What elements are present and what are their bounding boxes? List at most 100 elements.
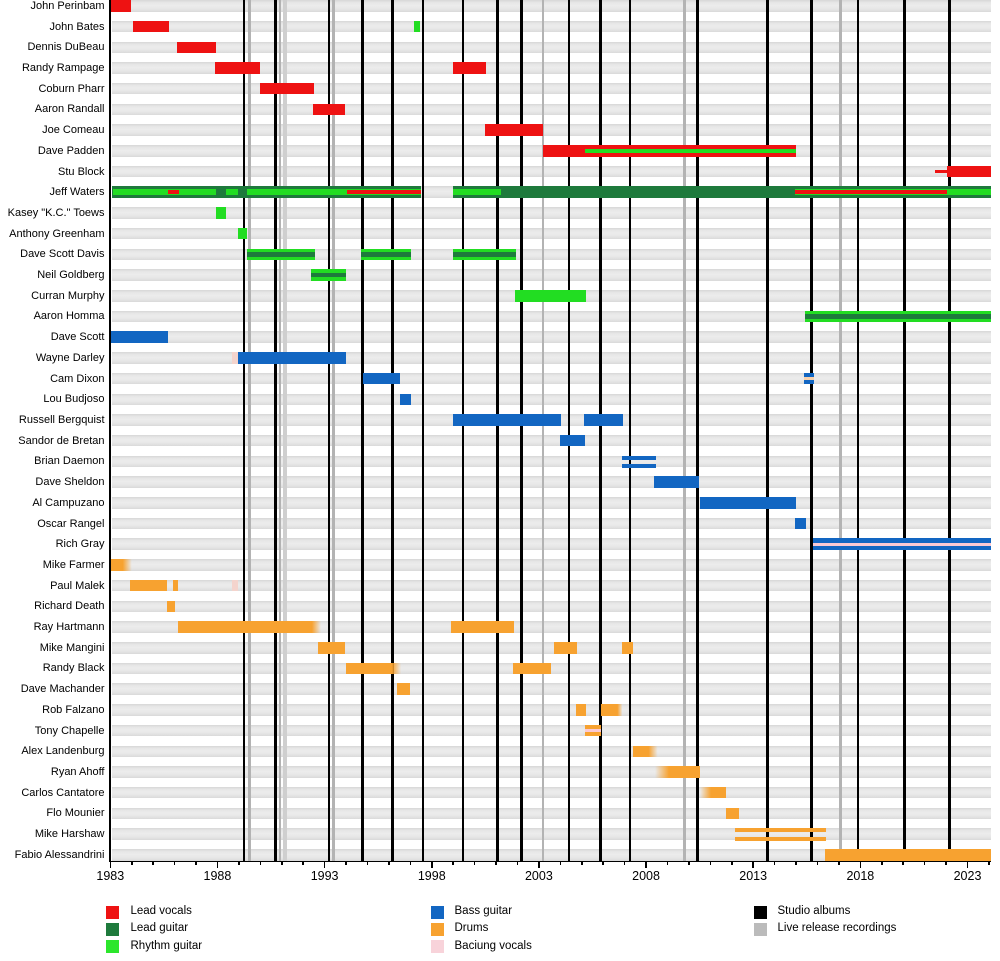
member-label: Rich Gray <box>55 538 105 551</box>
x-axis-minor-tick <box>580 862 583 866</box>
timeline-bar-rhythm-guitar <box>215 207 226 219</box>
row-band <box>111 331 991 343</box>
x-axis-minor-tick <box>366 862 369 866</box>
row-band <box>111 497 991 509</box>
live-recording-line <box>331 0 335 861</box>
timeline-bar-lead-vocals <box>259 82 314 95</box>
timeline-bar-lead-vocals <box>132 20 169 33</box>
member-label: Paul Malek <box>50 579 105 592</box>
timeline-bar-bass-guitar <box>653 476 699 488</box>
x-axis-minor-tick <box>988 862 990 866</box>
legend-swatch <box>106 940 119 954</box>
legend-label: Live release recordings <box>777 922 897 935</box>
x-axis-major-tick <box>109 862 112 868</box>
timeline-bar-bass-guitar <box>111 331 169 343</box>
member-label: Joe Comeau <box>42 124 105 137</box>
live-recording-line <box>248 0 251 861</box>
timeline-bar-lead-guitar <box>804 314 991 319</box>
row-band <box>111 621 991 633</box>
row-band <box>111 642 991 654</box>
timeline-bar-rhythm-guitar <box>413 20 420 33</box>
x-axis-minor-tick <box>516 862 519 866</box>
row-band <box>111 62 991 74</box>
x-axis-minor-tick <box>880 862 883 866</box>
legend-swatch <box>430 905 444 919</box>
member-label: Dave Machander <box>20 683 105 696</box>
row-band <box>111 538 991 550</box>
legend-swatch <box>106 922 119 936</box>
studio-album-line <box>421 0 425 861</box>
timeline-bar-drums <box>734 828 827 833</box>
x-axis-minor-tick <box>602 862 604 866</box>
legend-label: Lead guitar <box>130 922 189 935</box>
member-label: Aaron Randall <box>34 103 105 116</box>
x-axis-minor-tick <box>816 862 819 866</box>
x-axis-minor-tick <box>280 862 283 866</box>
member-label: Anthony Greenham <box>9 227 105 240</box>
legend-label: Rhythm guitar <box>130 939 203 952</box>
member-label: Cam Dixon <box>50 372 105 385</box>
x-axis-minor-tick <box>623 862 626 866</box>
member-label: Neil Goldberg <box>37 269 105 282</box>
x-axis-minor-tick <box>238 862 240 866</box>
member-label: Flo Mounier <box>46 807 105 820</box>
member-label: Dennis DuBeau <box>27 41 105 54</box>
studio-album-line <box>810 0 813 861</box>
timeline-bar-bass-guitar <box>238 352 347 364</box>
legend-label: Studio albums <box>777 905 851 917</box>
timeline-bar-drums <box>318 642 345 654</box>
row-band <box>111 165 991 178</box>
x-axis-minor-tick <box>902 862 904 866</box>
member-label: John Perinbam <box>30 0 105 12</box>
x-axis-minor-tick <box>409 862 412 866</box>
x-axis-tick-label: 2003 <box>524 869 553 884</box>
timeline-bar-bass-guitar <box>559 434 585 447</box>
x-axis-minor-tick <box>730 862 733 866</box>
timeline-bar-rhythm-guitar <box>238 227 248 240</box>
studio-album-line <box>361 0 364 861</box>
row-band <box>111 269 991 281</box>
member-label: Wayne Darley <box>35 351 105 364</box>
member-label: Dave Padden <box>37 144 105 157</box>
timeline-bar-lead-vocals <box>347 190 422 195</box>
row-band <box>111 455 991 468</box>
timeline-bar-lead-vocals <box>313 103 346 116</box>
timeline-bar-backing-vocals <box>804 376 815 381</box>
row-band <box>111 393 991 406</box>
member-label: Russell Bergquist <box>18 414 105 426</box>
member-label: Coburn Pharr <box>38 82 105 95</box>
x-axis-minor-tick <box>559 862 562 866</box>
timeline-bar-drums <box>345 662 401 675</box>
studio-album-line <box>496 0 499 861</box>
legend-swatch <box>430 940 444 954</box>
studio-album-line <box>599 0 602 861</box>
timeline-bar-lead-vocals <box>947 165 992 178</box>
x-axis-minor-tick <box>495 862 497 866</box>
studio-album-line <box>461 0 465 861</box>
member-label: Jeff Waters <box>49 186 105 199</box>
studio-album-line <box>242 0 246 861</box>
x-axis-minor-tick <box>302 862 304 866</box>
timeline-bar-rhythm-guitar <box>452 189 502 196</box>
x-axis-line <box>109 860 991 863</box>
timeline-bar-bass-guitar <box>452 414 561 426</box>
member-label: Stu Block <box>58 165 105 178</box>
timeline-bar-lead-guitar <box>452 186 992 198</box>
timeline-bar-backing-vocals <box>232 579 238 592</box>
x-axis-major-tick <box>538 862 540 868</box>
x-axis-major-tick <box>752 862 754 868</box>
timeline-bar-drums <box>725 807 739 820</box>
timeline-bar-drums <box>824 849 991 861</box>
row-band <box>111 849 991 861</box>
x-axis-minor-tick <box>388 862 390 866</box>
studio-album-line <box>903 0 906 861</box>
timeline-bar-lead-guitar <box>310 272 346 278</box>
timeline-bar-bass-guitar <box>621 455 656 460</box>
timeline-bar-drums <box>654 766 701 778</box>
row-band <box>111 103 991 116</box>
x-axis-minor-tick <box>473 862 476 866</box>
member-label: Dave Sheldon <box>35 476 105 489</box>
member-label: Ray Hartmann <box>33 621 105 634</box>
timeline-bar-lead-vocals <box>794 190 948 195</box>
x-axis-minor-tick <box>173 862 176 866</box>
